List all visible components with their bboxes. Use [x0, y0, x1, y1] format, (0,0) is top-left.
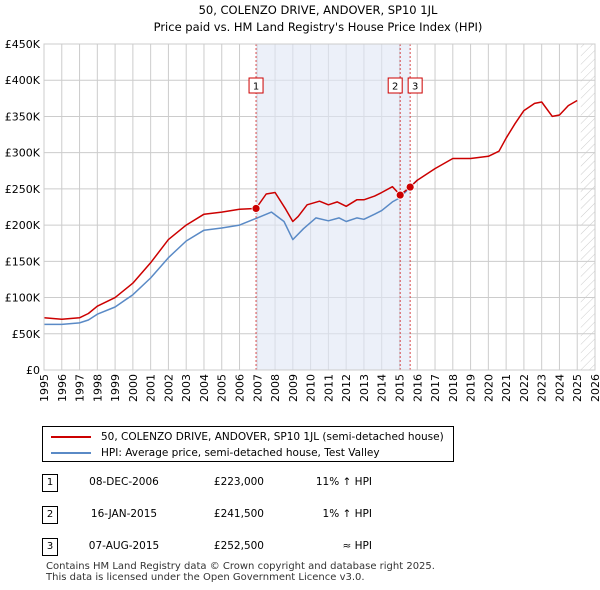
x-tick-label: 2002 [162, 374, 175, 402]
sale-date: 16-JAN-2015 [90, 508, 158, 520]
legend-label-hpi: HPI: Average price, semi-detached house,… [101, 447, 380, 459]
x-tick-label: 2003 [180, 374, 193, 402]
sale-marker-box [407, 77, 423, 94]
y-tick-label: £0 [26, 364, 40, 377]
series-line-property [43, 99, 578, 321]
sale-date: 08-DEC-2006 [89, 476, 159, 488]
sale-marker-label: 3 [412, 82, 418, 93]
sale-point [395, 190, 405, 200]
legend-swatch-property [51, 436, 91, 438]
x-tick-label: 2000 [127, 374, 140, 402]
x-tick-label: 2023 [536, 374, 549, 402]
x-tick-label: 2016 [411, 374, 424, 402]
x-tick-label: 2024 [553, 374, 566, 402]
x-tick-label: 2019 [465, 374, 478, 402]
table-row: 2 16-JAN-2015 £241,500 1% ↑ HPI [42, 506, 462, 524]
series-line-hpi [44, 179, 418, 326]
sale-point [251, 204, 261, 213]
sale-number-badge: 3 [42, 538, 58, 556]
y-tick-label: £400K [5, 74, 41, 87]
x-tick-label: 2014 [376, 374, 389, 402]
x-tick-label: 2011 [322, 374, 335, 402]
x-tick-label: 2017 [429, 374, 442, 402]
chart-subtitle: Price paid vs. HM Land Registry's House … [154, 20, 483, 34]
sale-price: £241,500 [213, 508, 264, 520]
x-tick-label: 2012 [340, 374, 353, 402]
x-tick-label: 2006 [234, 374, 247, 402]
y-tick-label: £350K [5, 110, 41, 123]
y-tick-label: £100K [5, 292, 41, 305]
plot-area-frame [43, 43, 596, 371]
y-tick-label: £250K [5, 183, 41, 196]
footer-line-1: Contains HM Land Registry data © Crown c… [46, 561, 435, 572]
x-tick-label: 2021 [500, 374, 513, 402]
x-tick-label: 2001 [145, 374, 158, 402]
sale-number-badge: 1 [42, 474, 58, 492]
legend-swatch-hpi [51, 452, 91, 454]
x-tick-label: 1999 [109, 374, 122, 402]
sale-marker-label: 2 [392, 82, 398, 93]
y-tick-label: £50K [12, 328, 41, 341]
x-tick-label: 1996 [56, 374, 69, 402]
table-row: 3 07-AUG-2015 £252,500 ≈ HPI [42, 538, 462, 556]
x-tick-label: 2007 [251, 374, 264, 402]
x-tick-label: 2025 [571, 374, 584, 402]
sale-date: 07-AUG-2015 [88, 540, 160, 552]
sale-hpi-relation: ≈ HPI [342, 540, 372, 552]
y-tick-label: £150K [5, 255, 41, 268]
sale-point [405, 182, 415, 192]
sale-marker-label: 1 [253, 82, 259, 93]
x-tick-label: 1998 [91, 374, 104, 402]
x-tick-label: 2005 [216, 374, 229, 402]
footer-line-2: This data is licensed under the Open Gov… [46, 572, 365, 583]
x-tick-label: 2004 [198, 374, 211, 402]
forecast-hatch-region [580, 44, 595, 370]
x-tick-label: 2009 [287, 374, 300, 402]
x-tick-label: 2026 [589, 374, 600, 402]
x-tick-label: 2020 [482, 374, 495, 402]
sale-marker-box [248, 77, 264, 94]
x-tick-label: 2008 [269, 374, 282, 402]
y-tick-label: £450K [5, 38, 41, 51]
table-row: 1 08-DEC-2006 £223,000 11% ↑ HPI [42, 474, 462, 492]
x-tick-label: 2013 [358, 374, 371, 402]
sale-price: £252,500 [213, 540, 264, 552]
chart-title: 50, COLENZO DRIVE, ANDOVER, SP10 1JL [199, 3, 438, 17]
y-tick-label: £300K [5, 147, 41, 160]
chart-legend: 50, COLENZO DRIVE, ANDOVER, SP10 1JL (se… [42, 426, 454, 462]
sale-marker-box [387, 77, 403, 94]
x-tick-label: 1995 [38, 374, 51, 402]
x-tick-label: 1997 [74, 374, 87, 402]
x-tick-label: 2018 [447, 374, 460, 402]
y-tick-label: £200K [5, 219, 41, 232]
ownership-period-band [256, 44, 411, 370]
sale-price: £223,000 [213, 476, 264, 488]
x-tick-label: 2022 [518, 374, 531, 402]
sale-number-badge: 2 [42, 506, 58, 524]
sale-hpi-relation: 11% ↑ HPI [315, 476, 372, 488]
x-tick-label: 2010 [305, 374, 318, 402]
footer-attribution: Contains HM Land Registry data © Crown c… [46, 561, 435, 583]
legend-label-property: 50, COLENZO DRIVE, ANDOVER, SP10 1JL (se… [101, 431, 444, 443]
price-chart: 50, COLENZO DRIVE, ANDOVER, SP10 1JL Pri… [5, 3, 600, 402]
sale-hpi-relation: 1% ↑ HPI [322, 508, 372, 520]
legend-item-hpi: HPI: Average price, semi-detached house,… [51, 445, 380, 461]
legend-item-property: 50, COLENZO DRIVE, ANDOVER, SP10 1JL (se… [51, 429, 444, 445]
x-tick-label: 2015 [393, 374, 406, 402]
